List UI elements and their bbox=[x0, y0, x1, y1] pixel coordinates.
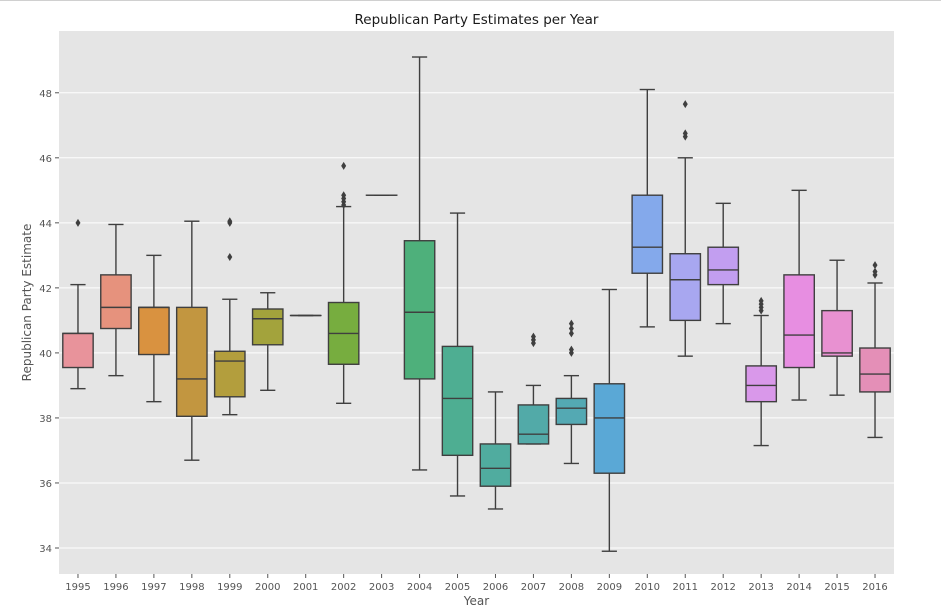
outlier-point bbox=[568, 324, 574, 333]
x-tick-label: 1995 bbox=[65, 582, 90, 593]
box-2006 bbox=[479, 391, 512, 510]
box-2014 bbox=[783, 189, 815, 401]
box-body bbox=[251, 308, 284, 346]
box-1996 bbox=[100, 223, 132, 377]
box-body bbox=[783, 274, 815, 369]
box-2007 bbox=[517, 332, 550, 445]
box-body bbox=[631, 194, 664, 274]
outlier-point bbox=[872, 267, 878, 276]
box-1995 bbox=[62, 218, 94, 390]
y-tick-label: 40 bbox=[39, 349, 52, 360]
y-axis-label: Republican Party Estimate bbox=[20, 224, 34, 382]
x-tick-label: 2012 bbox=[710, 582, 735, 593]
x-tick-label: 2000 bbox=[255, 582, 280, 593]
outlier-point bbox=[530, 332, 536, 341]
outlier-point bbox=[227, 252, 233, 261]
box-2010 bbox=[631, 88, 664, 328]
box-1997 bbox=[138, 254, 170, 403]
box-2002 bbox=[327, 161, 360, 404]
chart-title: Republican Party Estimates per Year bbox=[354, 12, 598, 28]
x-axis-label: Year bbox=[463, 594, 489, 606]
y-tick-label: 36 bbox=[39, 479, 52, 490]
box-body bbox=[479, 443, 512, 487]
box-1999 bbox=[213, 217, 246, 416]
box-body bbox=[745, 365, 778, 403]
box-2013 bbox=[745, 296, 778, 447]
outlier-point bbox=[758, 296, 764, 305]
outlier-point bbox=[341, 191, 347, 200]
box-body bbox=[669, 253, 702, 322]
box-2012 bbox=[707, 202, 740, 325]
box-body bbox=[593, 383, 626, 474]
box-2000 bbox=[251, 292, 284, 391]
outlier-point bbox=[872, 261, 878, 270]
box-body bbox=[821, 309, 853, 357]
x-tick-label: 2011 bbox=[673, 582, 698, 593]
x-tick-label: 1998 bbox=[179, 582, 204, 593]
box-2005 bbox=[441, 212, 474, 497]
box-body bbox=[517, 404, 550, 445]
outlier-point bbox=[568, 329, 574, 338]
window-top-border bbox=[0, 0, 941, 1]
x-tick-label: 2006 bbox=[483, 582, 508, 593]
x-tick-label: 2008 bbox=[559, 582, 584, 593]
outlier-point bbox=[75, 218, 81, 227]
box-body bbox=[175, 306, 208, 418]
box-2015 bbox=[821, 259, 853, 396]
x-tick-label: 2002 bbox=[331, 582, 356, 593]
y-tick-label: 42 bbox=[39, 284, 52, 295]
box-2011 bbox=[669, 100, 702, 357]
x-tick-label: 2007 bbox=[521, 582, 546, 593]
y-tick-label: 34 bbox=[39, 544, 52, 555]
box-2016 bbox=[859, 261, 891, 439]
x-tick-label: 2014 bbox=[786, 582, 811, 593]
x-tick-label: 2010 bbox=[635, 582, 660, 593]
box-body bbox=[403, 240, 436, 380]
box-2008 bbox=[555, 319, 588, 465]
x-tick-label: 2005 bbox=[445, 582, 470, 593]
box-2009 bbox=[593, 288, 626, 552]
box-1998 bbox=[175, 220, 208, 461]
x-tick-label: 1999 bbox=[217, 582, 242, 593]
outlier-point bbox=[341, 161, 347, 170]
x-tick-label: 2004 bbox=[407, 582, 432, 593]
x-tick-label: 2001 bbox=[293, 582, 318, 593]
outlier-point bbox=[568, 319, 574, 328]
box-body bbox=[707, 246, 740, 286]
outlier-point bbox=[227, 217, 233, 226]
x-tick-label: 2015 bbox=[824, 582, 849, 593]
x-tick-label: 2009 bbox=[597, 582, 622, 593]
box-body bbox=[100, 274, 132, 330]
outlier-point bbox=[568, 345, 574, 354]
box-body bbox=[555, 397, 588, 426]
x-tick-label: 1996 bbox=[103, 582, 128, 593]
y-tick-label: 44 bbox=[39, 219, 52, 230]
box-body bbox=[62, 332, 94, 369]
x-tick-label: 2013 bbox=[748, 582, 773, 593]
y-tick-label: 38 bbox=[39, 414, 52, 425]
outlier-point bbox=[682, 100, 688, 109]
x-tick-label: 1997 bbox=[141, 582, 166, 593]
box-body bbox=[138, 306, 170, 356]
box-body bbox=[441, 345, 474, 457]
box-body bbox=[213, 350, 246, 398]
outlier-point bbox=[682, 129, 688, 138]
box-2004 bbox=[403, 56, 436, 471]
y-tick-label: 46 bbox=[39, 154, 52, 165]
y-tick-label: 48 bbox=[39, 89, 52, 100]
plot-area bbox=[59, 31, 894, 574]
x-tick-label: 2003 bbox=[369, 582, 394, 593]
x-tick-label: 2016 bbox=[862, 582, 887, 593]
box-body bbox=[859, 347, 891, 393]
